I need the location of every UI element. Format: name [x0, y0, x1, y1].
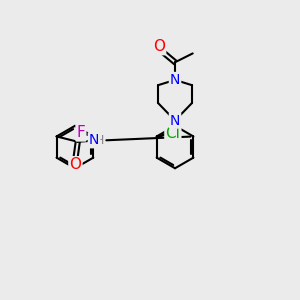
- Text: O: O: [69, 157, 81, 172]
- Text: O: O: [153, 39, 165, 54]
- Text: N: N: [89, 133, 99, 147]
- Text: N: N: [170, 73, 180, 87]
- Text: F: F: [76, 125, 85, 140]
- Text: Cl: Cl: [165, 126, 180, 141]
- Text: N: N: [170, 114, 180, 128]
- Text: H: H: [94, 134, 104, 147]
